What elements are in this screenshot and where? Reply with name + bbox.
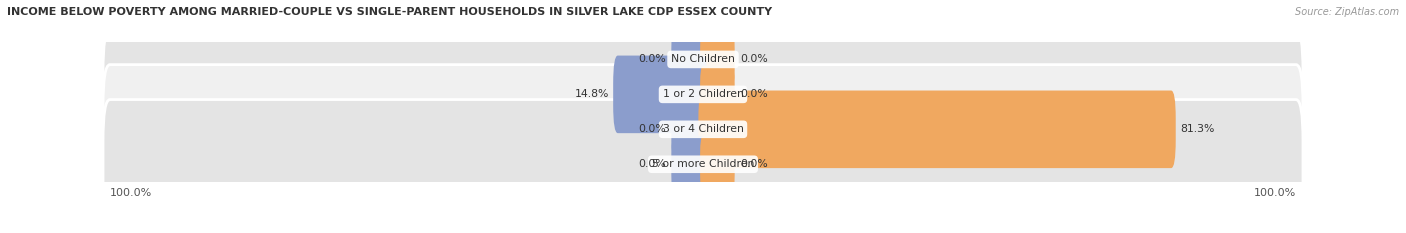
Text: Source: ZipAtlas.com: Source: ZipAtlas.com [1295,7,1399,17]
FancyBboxPatch shape [103,65,1303,194]
Text: 1 or 2 Children: 1 or 2 Children [662,89,744,99]
Text: INCOME BELOW POVERTY AMONG MARRIED-COUPLE VS SINGLE-PARENT HOUSEHOLDS IN SILVER : INCOME BELOW POVERTY AMONG MARRIED-COUPL… [7,7,772,17]
FancyBboxPatch shape [700,66,735,123]
FancyBboxPatch shape [103,99,1303,229]
Text: 100.0%: 100.0% [1254,188,1296,198]
FancyBboxPatch shape [103,30,1303,159]
Text: No Children: No Children [671,55,735,64]
Text: 0.0%: 0.0% [741,159,768,169]
Text: 100.0%: 100.0% [110,188,152,198]
Text: 81.3%: 81.3% [1180,124,1215,134]
FancyBboxPatch shape [671,136,706,192]
FancyBboxPatch shape [700,136,735,192]
Text: 0.0%: 0.0% [638,55,665,64]
Text: 0.0%: 0.0% [741,55,768,64]
Text: 0.0%: 0.0% [741,89,768,99]
FancyBboxPatch shape [700,31,735,88]
Text: 14.8%: 14.8% [575,89,609,99]
Text: 0.0%: 0.0% [638,159,665,169]
Text: 5 or more Children: 5 or more Children [652,159,754,169]
Text: 0.0%: 0.0% [638,124,665,134]
Text: 3 or 4 Children: 3 or 4 Children [662,124,744,134]
FancyBboxPatch shape [671,101,706,158]
FancyBboxPatch shape [103,0,1303,124]
FancyBboxPatch shape [671,31,706,88]
FancyBboxPatch shape [613,55,707,133]
FancyBboxPatch shape [699,90,1175,168]
